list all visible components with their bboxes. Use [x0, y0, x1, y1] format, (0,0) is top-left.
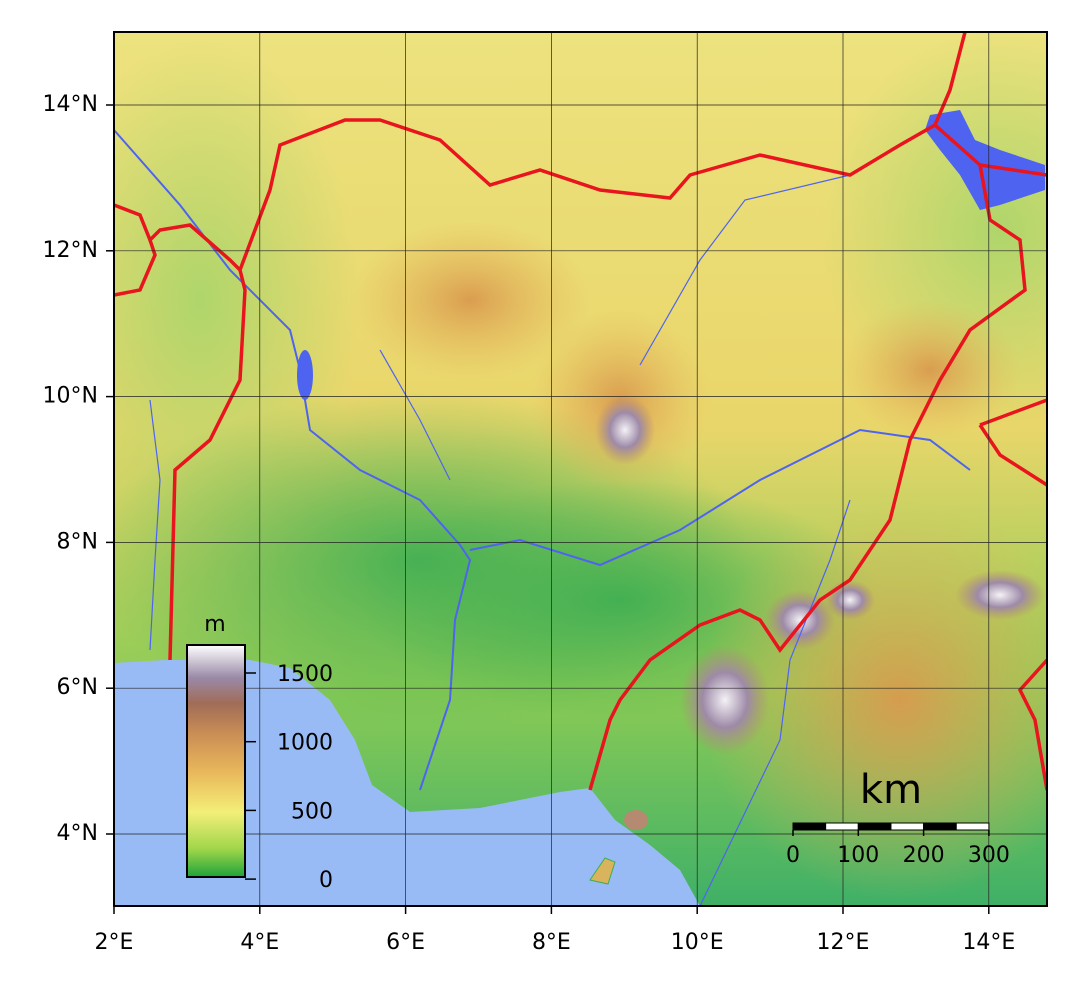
- border: [114, 239, 157, 297]
- scale-segment: [923, 822, 957, 831]
- scale-segment: [857, 822, 892, 831]
- y-tick-label: 8°N: [57, 529, 98, 554]
- y-tick-label: 6°N: [57, 675, 98, 700]
- y-tick-label: 4°N: [57, 821, 98, 846]
- legend-tick-label: 1000: [277, 731, 333, 756]
- scale-tick-label: 0: [786, 843, 800, 868]
- ocean: [114, 660, 700, 906]
- legend-ticks: 1500 1000 500 0: [245, 662, 333, 893]
- terrain-shade: [350, 220, 590, 380]
- x-tick-label: 10°E: [671, 930, 724, 955]
- x-tick-label: 8°E: [532, 930, 571, 955]
- island: [589, 857, 616, 885]
- scale-segment: [955, 822, 990, 831]
- scale-segment: [890, 822, 925, 831]
- border: [588, 164, 1027, 791]
- river: [699, 499, 851, 906]
- river: [469, 428, 971, 567]
- legend-tick-label: 1500: [277, 662, 333, 687]
- scale-segments: 0 100 200 300: [786, 822, 1010, 868]
- borders: [114, 32, 1047, 791]
- axes: 2°E 4°E 6°E 8°E 10°E 12°E 14°E 14°N 12°N 10°N 8°N 6…: [43, 92, 1016, 955]
- border: [114, 203, 242, 272]
- terrain-shade: [840, 300, 1020, 440]
- y-tick-label: 12°N: [43, 238, 98, 263]
- border: [1017, 658, 1047, 791]
- highland: [825, 580, 875, 620]
- border: [168, 32, 967, 661]
- y-tick-label: 10°N: [43, 384, 98, 409]
- highland: [955, 570, 1045, 620]
- elevation-legend: m 1500 1000 500 0: [186, 612, 333, 893]
- scale-tick-label: 300: [968, 843, 1010, 868]
- river: [149, 399, 161, 651]
- terrain: [114, 32, 1047, 906]
- x-tick-label: 14°E: [962, 930, 1015, 955]
- river: [379, 349, 451, 481]
- scale-segment: [792, 822, 827, 831]
- lake: [297, 350, 313, 400]
- rivers: [114, 129, 971, 906]
- river: [639, 174, 851, 366]
- y-tick-label: 14°N: [43, 92, 98, 117]
- x-tick-label: 2°E: [95, 930, 134, 955]
- graticule: [114, 32, 1047, 906]
- scale-bar: km 0 100 200 300: [786, 767, 1010, 868]
- scale-tick-label: 100: [837, 843, 879, 868]
- legend-unit: m: [204, 612, 225, 637]
- highland: [680, 645, 770, 755]
- scale-segment: [825, 822, 859, 831]
- island: [624, 810, 648, 830]
- lake: [925, 110, 1045, 210]
- frame: [113, 31, 1048, 907]
- border: [978, 398, 1047, 487]
- highland: [595, 395, 655, 465]
- legend-tick-label: 0: [319, 868, 333, 893]
- color-bar: [186, 644, 246, 878]
- x-tick-label: 6°E: [386, 930, 425, 955]
- river: [114, 129, 472, 791]
- scale-tick-label: 200: [903, 843, 945, 868]
- legend-tick-label: 500: [291, 799, 333, 824]
- x-tick-label: 12°E: [817, 930, 870, 955]
- scale-unit: km: [860, 767, 922, 813]
- border: [933, 123, 1047, 177]
- x-tick-label: 4°E: [240, 930, 279, 955]
